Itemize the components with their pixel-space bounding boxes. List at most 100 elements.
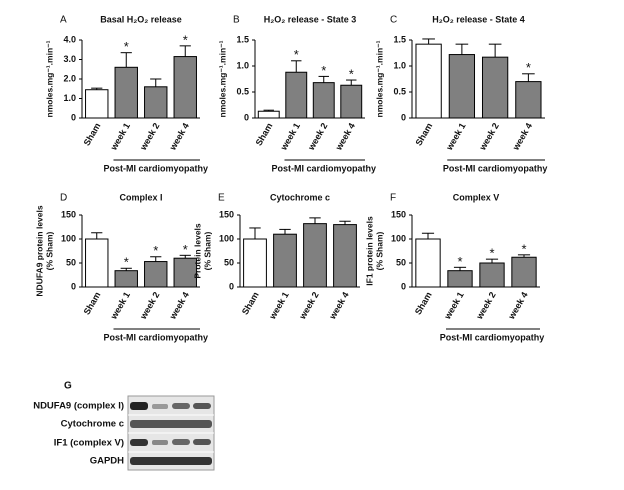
bar bbox=[114, 66, 138, 119]
significance-marker: * bbox=[489, 246, 494, 261]
bar bbox=[340, 84, 363, 119]
y-axis-label: nmoles.mg⁻¹.min⁻¹ bbox=[217, 40, 227, 117]
panel-letter: B bbox=[233, 15, 240, 26]
bar bbox=[114, 270, 138, 288]
y-axis-label: nmoles.mg⁻¹.min⁻¹ bbox=[374, 40, 384, 117]
x-tick-label: week 4 bbox=[333, 121, 357, 152]
y-tick-label: 0 bbox=[401, 281, 406, 291]
y-tick-label: 1.0 bbox=[393, 60, 406, 70]
y-axis-label: NDUFA9 protein levels bbox=[34, 205, 44, 296]
y-tick-label: 1.5 bbox=[393, 34, 406, 44]
significance-marker: * bbox=[321, 63, 326, 78]
x-tick-label: Sham bbox=[82, 121, 103, 147]
chart-title: H₂O₂ release - State 4 bbox=[432, 14, 525, 24]
y-tick-label: 0 bbox=[71, 281, 76, 291]
panel-letter: D bbox=[60, 193, 67, 204]
y-tick-label: 3.0 bbox=[63, 54, 76, 64]
x-tick-label: week 4 bbox=[167, 121, 191, 152]
y-tick-label: 2.0 bbox=[63, 73, 76, 83]
x-tick-label: week 2 bbox=[474, 290, 498, 321]
x-tick-label: week 2 bbox=[138, 121, 162, 152]
bar bbox=[415, 43, 442, 119]
band bbox=[152, 404, 168, 409]
significance-marker: * bbox=[521, 241, 526, 256]
x-tick-label: week 4 bbox=[510, 121, 534, 152]
x-tick-label: Sham bbox=[254, 121, 275, 147]
y-tick-label: 0.5 bbox=[236, 86, 249, 96]
significance-marker: * bbox=[526, 60, 531, 75]
y-tick-label: 1.0 bbox=[63, 93, 76, 103]
x-tick-label: week 2 bbox=[306, 121, 330, 152]
band bbox=[193, 439, 211, 445]
x-tick-label: week 1 bbox=[108, 121, 132, 152]
chart-title: Complex I bbox=[119, 192, 162, 202]
significance-marker: * bbox=[183, 242, 188, 257]
x-tick-label: week 4 bbox=[327, 290, 351, 321]
group-label: Post-MI cardiomyopathy bbox=[271, 163, 376, 173]
x-tick-label: Sham bbox=[413, 121, 434, 147]
significance-marker: * bbox=[183, 32, 188, 47]
group-label: Post-MI cardiomyopathy bbox=[103, 163, 208, 173]
y-axis-label: nmoles.mg⁻¹.min⁻¹ bbox=[44, 40, 54, 117]
y-tick-label: 0 bbox=[401, 112, 406, 122]
panel-letter: E bbox=[218, 193, 225, 204]
y-tick-label: 150 bbox=[219, 209, 234, 219]
bar bbox=[257, 110, 280, 119]
y-axis-label: (% Sham) bbox=[44, 231, 54, 270]
band bbox=[130, 439, 148, 446]
x-tick-label: week 1 bbox=[442, 290, 466, 321]
bar bbox=[481, 56, 509, 119]
x-tick-label: week 2 bbox=[138, 290, 162, 321]
x-tick-label: week 4 bbox=[167, 290, 191, 321]
panel-letter: C bbox=[390, 15, 397, 26]
chart-title: Cytochrome c bbox=[270, 192, 330, 202]
y-axis-label: IF1 protein levels bbox=[364, 216, 374, 286]
y-tick-label: 4.0 bbox=[63, 34, 76, 44]
y-tick-label: 50 bbox=[66, 257, 76, 267]
band bbox=[130, 420, 212, 428]
bar bbox=[479, 262, 505, 288]
y-tick-label: 0 bbox=[229, 281, 234, 291]
x-tick-label: week 1 bbox=[444, 121, 468, 152]
group-label: Post-MI cardiomyopathy bbox=[103, 332, 208, 342]
bar bbox=[447, 270, 473, 288]
significance-marker: * bbox=[124, 255, 129, 270]
chart-title: H₂O₂ release - State 3 bbox=[264, 14, 357, 24]
x-tick-label: week 2 bbox=[477, 121, 501, 152]
blot-row-label: Cytochrome c bbox=[61, 419, 124, 430]
y-tick-label: 0 bbox=[71, 112, 76, 122]
y-tick-label: 150 bbox=[61, 209, 76, 219]
y-tick-label: 100 bbox=[219, 233, 234, 243]
bar bbox=[333, 224, 357, 288]
significance-marker: * bbox=[457, 254, 462, 269]
blot-image bbox=[127, 395, 215, 471]
x-tick-label: Sham bbox=[82, 290, 103, 316]
y-tick-label: 100 bbox=[61, 233, 76, 243]
chart-title: Basal H₂O₂ release bbox=[100, 14, 182, 24]
y-tick-label: 0.5 bbox=[393, 86, 406, 96]
significance-marker: * bbox=[294, 47, 299, 62]
blot-row-label: NDUFA9 (complex I) bbox=[33, 401, 124, 412]
y-axis-label: Protein levels bbox=[192, 223, 202, 279]
bar bbox=[173, 56, 197, 119]
y-tick-label: 0 bbox=[244, 112, 249, 122]
y-tick-label: 50 bbox=[396, 257, 406, 267]
y-tick-label: 50 bbox=[224, 257, 234, 267]
y-tick-label: 1.0 bbox=[236, 60, 249, 70]
panel-letter: G bbox=[64, 381, 72, 392]
bar bbox=[273, 233, 297, 288]
bar bbox=[515, 81, 542, 119]
bar bbox=[144, 261, 168, 288]
bar bbox=[173, 257, 197, 288]
y-tick-label: 100 bbox=[391, 233, 406, 243]
x-tick-label: week 2 bbox=[297, 290, 321, 321]
group-label: Post-MI cardiomyopathy bbox=[443, 163, 548, 173]
panel-letter: A bbox=[60, 15, 67, 26]
bar bbox=[285, 71, 308, 119]
significance-marker: * bbox=[349, 66, 354, 81]
bar bbox=[303, 223, 327, 288]
x-tick-label: week 1 bbox=[108, 290, 132, 321]
panel-letter: F bbox=[390, 193, 396, 204]
bar bbox=[85, 238, 109, 288]
blot-row-label: GAPDH bbox=[90, 456, 124, 467]
